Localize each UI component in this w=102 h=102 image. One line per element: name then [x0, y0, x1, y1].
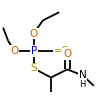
Text: S: S — [30, 63, 37, 73]
Text: N: N — [79, 70, 86, 80]
Text: O: O — [10, 46, 18, 56]
Text: O: O — [30, 29, 38, 39]
Text: P: P — [30, 46, 37, 56]
Text: H: H — [79, 80, 86, 89]
Text: =S: =S — [54, 46, 69, 56]
Text: O: O — [63, 49, 71, 59]
